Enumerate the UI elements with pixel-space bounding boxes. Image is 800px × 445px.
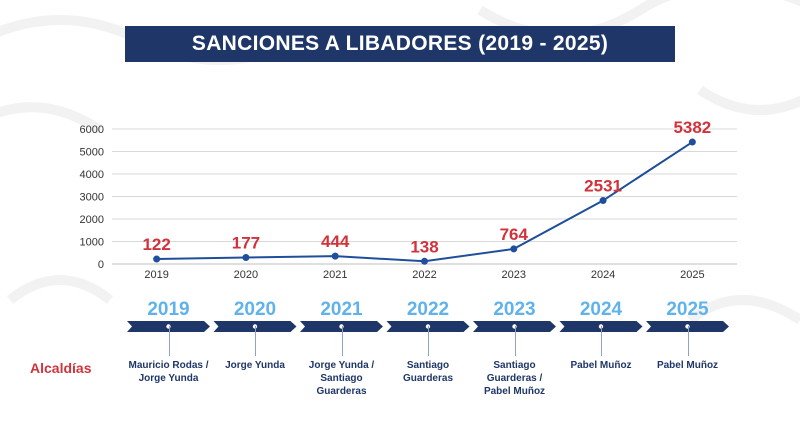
mayor-label-2023: Santiago Guarderas / Pabel Muñoz <box>465 359 565 398</box>
mayor-label-2019: Mauricio Rodas / Jorge Yunda <box>119 359 219 385</box>
timeline-connector <box>515 326 516 356</box>
timeline-year-2023: 2023 <box>493 299 536 320</box>
data-point <box>421 257 428 265</box>
data-label: 138 <box>410 237 438 256</box>
mayor-name-line: Pabel Muñoz <box>656 360 719 371</box>
chart-title: SANCIONES A LIBADORES (2019 - 2025) <box>125 26 675 62</box>
x-tick-label: 2025 <box>680 269 704 281</box>
mayor-name-line: Santiago <box>320 373 363 384</box>
x-tick-label: 2021 <box>323 269 347 281</box>
data-point <box>242 253 250 261</box>
x-tick-label: 2022 <box>412 269 436 281</box>
line-chart: 0 1000 2000 3000 4000 5000 6000 2019 2020 2021 202… <box>80 118 737 281</box>
data-point <box>510 245 518 253</box>
x-tick-label: 2024 <box>591 269 615 281</box>
timeline-connector <box>342 326 343 356</box>
timeline-connector <box>688 326 689 356</box>
data-label: 2531 <box>584 177 622 196</box>
y-tick-label: 3000 <box>80 192 104 204</box>
y-tick-label: 0 <box>98 259 104 271</box>
y-tick-label: 2000 <box>80 214 104 226</box>
mayor-label-2025: Pabel Muñoz <box>638 359 738 372</box>
timeline-connector <box>169 326 170 356</box>
timeline-year-2024: 2024 <box>579 299 623 320</box>
mayor-name-line: Guarderas <box>316 386 367 397</box>
x-tick-label: 2023 <box>502 269 526 281</box>
timeline-connector <box>255 326 256 356</box>
mayor-name-line: Pabel Muñoz <box>483 386 546 397</box>
data-point <box>153 255 161 263</box>
timeline-year-2019: 2019 <box>147 299 190 320</box>
data-point <box>599 197 607 205</box>
mayor-name-line: Jorge Yunda <box>138 373 199 384</box>
mayor-name-line: Guarderas <box>402 373 454 384</box>
data-label: 177 <box>232 233 260 252</box>
mayor-name-line: Santiago <box>493 360 536 371</box>
data-label: 444 <box>321 232 350 251</box>
timeline-connector <box>601 326 602 356</box>
mayor-name-line: Santiago <box>406 360 450 371</box>
data-point <box>688 138 696 146</box>
y-tick-label: 1000 <box>80 237 104 249</box>
mayor-name-line: Guarderas / <box>486 373 543 384</box>
timeline-year-2020: 2020 <box>233 299 277 320</box>
mayor-name-line: Mauricio Rodas / <box>128 360 209 371</box>
timeline-connector <box>428 326 429 356</box>
y-tick-label: 4000 <box>80 169 104 181</box>
mayor-name-line: Jorge Yunda / <box>308 360 375 371</box>
x-tick-label: 2020 <box>234 269 258 281</box>
data-point <box>331 252 339 260</box>
x-tick-label: 2019 <box>144 269 168 281</box>
y-tick-label: 6000 <box>80 124 104 136</box>
mayor-label-2022: Santiago Guarderas <box>378 359 478 385</box>
alcaldias-label: Alcaldías <box>30 360 92 376</box>
mayor-label-2020: Jorge Yunda <box>205 359 305 372</box>
data-label: 5382 <box>673 118 711 137</box>
mayor-name-line: Pabel Muñoz <box>570 360 632 371</box>
timeline-year-2021: 2021 <box>320 299 363 320</box>
data-label: 122 <box>142 235 170 254</box>
timeline-year-2025: 2025 <box>666 299 709 320</box>
y-tick-label: 5000 <box>80 147 104 159</box>
timeline-year-2022: 2022 <box>406 299 450 320</box>
mayor-name-line: Jorge Yunda <box>225 360 285 371</box>
mayor-label-2024: Pabel Muñoz <box>551 359 651 372</box>
timeline-dot <box>425 324 431 329</box>
mayor-label-2021: Jorge Yunda / Santiago Guarderas <box>292 359 392 398</box>
data-label: 764 <box>500 225 529 244</box>
